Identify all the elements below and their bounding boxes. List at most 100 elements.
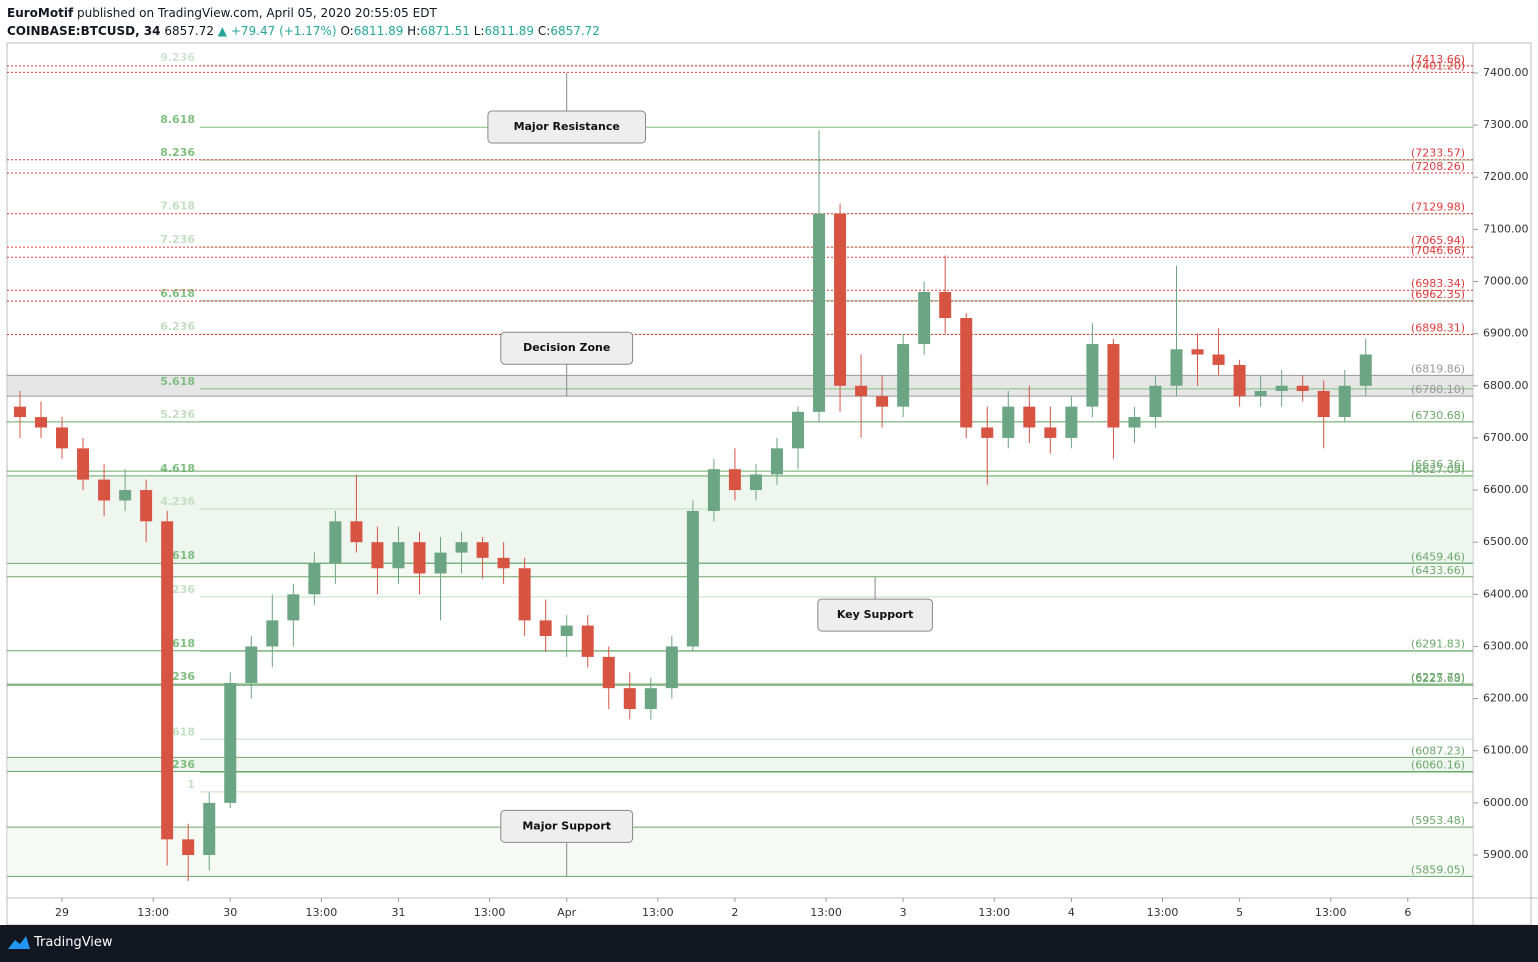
fib-label: 8.618: [160, 113, 195, 126]
x-tick-label: 31: [391, 906, 405, 919]
y-tick-label: 7400.00: [1483, 66, 1529, 79]
x-tick-label: 3: [900, 906, 907, 919]
zone: [7, 375, 1473, 397]
candle-body: [371, 542, 384, 569]
candle-body: [308, 563, 321, 595]
x-tick-label: 29: [55, 906, 69, 919]
x-tick-label: 13:00: [810, 906, 842, 919]
fib-label: 7.618: [160, 200, 195, 213]
candle-body: [98, 479, 111, 501]
candle-body: [350, 521, 363, 543]
price-level-label: (6962.35): [1411, 288, 1465, 301]
candle-body: [56, 427, 69, 449]
x-tick-label: 13:00: [306, 906, 338, 919]
price-level-label: (6627.09): [1411, 463, 1465, 476]
price-level-label: (6730.68): [1411, 409, 1465, 422]
price-level-label: (5953.48): [1411, 814, 1465, 827]
candle-body: [1233, 364, 1246, 397]
x-tick-label: 2: [731, 906, 738, 919]
fib-label: 9.236: [160, 51, 195, 64]
price-level-label: (6225.68): [1411, 672, 1465, 685]
fib-label: 4.618: [160, 462, 195, 475]
price-level-label: (6898.31): [1411, 322, 1465, 335]
price-level-label: (7129.98): [1411, 201, 1465, 214]
candle-body: [623, 688, 636, 710]
zone: [7, 563, 1473, 577]
fib-label: 5.236: [160, 408, 195, 421]
fib-label: 6.236: [160, 320, 195, 333]
candle-body: [266, 620, 279, 647]
price-level-label: (6087.23): [1411, 744, 1465, 757]
low: 6811.89: [484, 24, 535, 38]
candle-body: [1023, 406, 1036, 428]
x-tick-label: 13:00: [642, 906, 674, 919]
y-tick-label: 7000.00: [1483, 275, 1529, 288]
candle-body: [960, 318, 973, 428]
candle-body: [665, 646, 678, 689]
y-tick-label: 6900.00: [1483, 327, 1529, 340]
callout-text: Decision Zone: [523, 341, 610, 354]
x-tick-label: 5: [1236, 906, 1243, 919]
candle-body: [539, 620, 552, 637]
candle-body: [476, 542, 489, 558]
candle-body: [182, 839, 195, 855]
h-label: H:: [407, 24, 421, 38]
candle-body: [792, 411, 805, 449]
change: ▲ +79.47 (+1.17%): [217, 24, 337, 38]
price-level-label: (6060.16): [1411, 758, 1465, 771]
candle-body: [497, 557, 510, 569]
fib-label: 4.236: [160, 495, 195, 508]
candle-body: [140, 490, 153, 522]
chart: 5900.00 6000.00 6100.00 6200.00 6300.00 6400.…: [6, 42, 1538, 925]
price-level-label: (6433.66): [1411, 564, 1465, 577]
candle-body: [560, 625, 573, 637]
candle-body: [770, 448, 783, 475]
callout-text: Major Resistance: [514, 120, 620, 133]
price-level-label: (5859.05): [1411, 863, 1465, 876]
price-level-label: (7233.57): [1411, 147, 1465, 160]
y-tick-label: 6800.00: [1483, 379, 1529, 392]
price-level-label: (6780.10): [1411, 383, 1465, 396]
author: EuroMotif: [7, 6, 74, 20]
fib-label: 5.618: [160, 375, 195, 388]
candle-body: [1338, 385, 1351, 418]
header: EuroMotif published on TradingView.com, …: [7, 4, 600, 40]
y-tick-label: 6500.00: [1483, 535, 1529, 548]
candle-body: [581, 625, 594, 657]
callout-box: [500, 809, 634, 843]
candle-body: [455, 542, 468, 553]
candle-body: [1044, 427, 1057, 438]
candle-body: [1170, 349, 1183, 386]
published: published on TradingView.com, April 05, …: [77, 6, 437, 20]
candle-body: [1002, 406, 1015, 438]
zone: [7, 475, 1473, 564]
price-level-label: (6459.46): [1411, 550, 1465, 563]
x-tick-label: 30: [223, 906, 237, 919]
candle-body: [203, 802, 216, 855]
x-tick-label: 13:00: [1147, 906, 1179, 919]
l-label: L:: [473, 24, 485, 38]
brand[interactable]: TradingView: [34, 935, 113, 950]
symbol: COINBASE:BTCUSD, 34: [7, 24, 161, 38]
fib-label: 6.618: [160, 287, 195, 300]
footer: TradingView: [0, 925, 1538, 962]
price-level-label: (7208.26): [1411, 160, 1465, 173]
fib-label: 1: [187, 778, 195, 791]
close: 6857.72: [550, 24, 600, 38]
candle-body: [749, 474, 762, 491]
callout-text: Key Support: [837, 608, 914, 621]
callout-box: [500, 331, 634, 365]
price-level-label: (6819.86): [1411, 362, 1465, 375]
candle-body: [1254, 390, 1267, 397]
callout-text: Major Support: [522, 819, 611, 832]
y-tick-label: 6100.00: [1483, 744, 1529, 757]
logo: [8, 936, 30, 949]
candle-body: [602, 656, 615, 689]
candle-body: [1065, 406, 1078, 438]
price-level-label: (7413.66): [1411, 53, 1465, 66]
candle-body: [1107, 344, 1120, 428]
y-tick-label: 5900.00: [1483, 848, 1529, 861]
y-tick-label: 7300.00: [1483, 118, 1529, 131]
open: 6811.89: [353, 24, 404, 38]
